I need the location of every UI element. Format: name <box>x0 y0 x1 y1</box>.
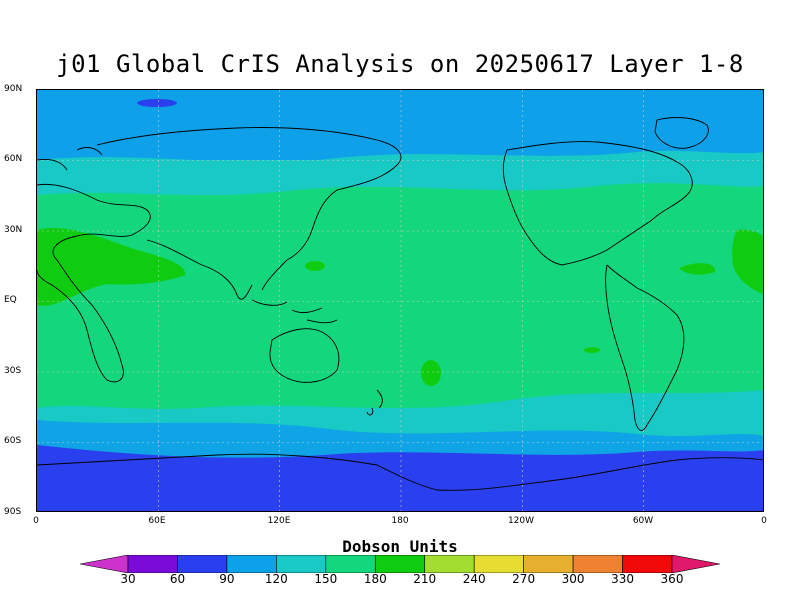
colorbar-tick-label: 180 <box>363 572 387 586</box>
x-tick-60w: 60W <box>632 516 654 526</box>
colorbar-swatch <box>177 554 228 574</box>
colorbar-arrow-high <box>671 554 721 574</box>
map-title: j01 Global CrIS Analysis on 20250617 Lay… <box>56 50 744 78</box>
colorbar-swatch <box>572 554 623 574</box>
y-tick-60n: 60N <box>4 154 23 164</box>
colorbar-tick-label: 120 <box>264 572 288 586</box>
x-tick-120w: 120W <box>507 516 535 526</box>
colorbar-swatch <box>473 554 524 574</box>
colorbar-swatch <box>374 554 426 574</box>
colorbar-tick-label: 210 <box>413 572 437 586</box>
colorbar-svg <box>79 554 721 574</box>
y-tick-90n: 90N <box>4 84 23 94</box>
ozone-map <box>37 90 763 511</box>
colorbar-tick-label: 150 <box>314 572 338 586</box>
region-south-pacific-spot <box>421 360 441 386</box>
colorbar-tick-label: 360 <box>660 572 684 586</box>
colorbar-swatch <box>276 554 327 574</box>
colorbar-tick-label: 270 <box>512 572 536 586</box>
grid-lines <box>37 90 763 511</box>
colorbar-arrow-low <box>79 554 129 574</box>
colorbar-swatch <box>127 554 178 574</box>
y-tick-90s: 90S <box>4 507 22 517</box>
region-arctic-low <box>137 99 177 107</box>
x-tick-0: 0 <box>33 516 39 526</box>
region-pacific-spot <box>305 261 325 271</box>
region-south-america-spot <box>584 347 600 353</box>
colorbar-swatch <box>226 554 277 574</box>
colorbar-tick-label: 240 <box>462 572 486 586</box>
band-tropics <box>37 183 763 409</box>
colorbar-swatch <box>622 554 673 574</box>
region-caribbean <box>679 263 716 275</box>
colorbar-tick-label: 60 <box>169 572 186 586</box>
region-atlantic <box>732 229 763 295</box>
colorbar-swatch <box>325 554 376 574</box>
x-tick-0-end: 0 <box>761 516 767 526</box>
y-tick-eq: EQ <box>4 295 17 305</box>
colorbar-tick-label: 330 <box>611 572 634 586</box>
band-antarctic <box>37 445 763 511</box>
x-tick-180: 180 <box>391 516 409 526</box>
x-tick-60e: 60E <box>148 516 166 526</box>
colorbar-swatch <box>523 554 574 574</box>
band-south-subpolar <box>37 420 763 458</box>
x-tick-120e: 120E <box>267 516 291 526</box>
y-tick-60s: 60S <box>4 436 22 446</box>
colorbar-swatch <box>424 554 475 574</box>
colorbar-tick-label: 30 <box>120 572 136 586</box>
colorbar-title: Dobson Units <box>342 537 458 556</box>
map-plot-area <box>36 89 764 512</box>
colorbar-tick-label: 90 <box>219 572 235 586</box>
coastlines <box>37 117 763 491</box>
colorbar <box>79 554 721 574</box>
colorbar-tick-label: 300 <box>561 572 585 586</box>
y-tick-30s: 30S <box>4 366 22 376</box>
y-tick-30n: 30N <box>4 225 23 235</box>
region-north-africa <box>37 228 186 306</box>
